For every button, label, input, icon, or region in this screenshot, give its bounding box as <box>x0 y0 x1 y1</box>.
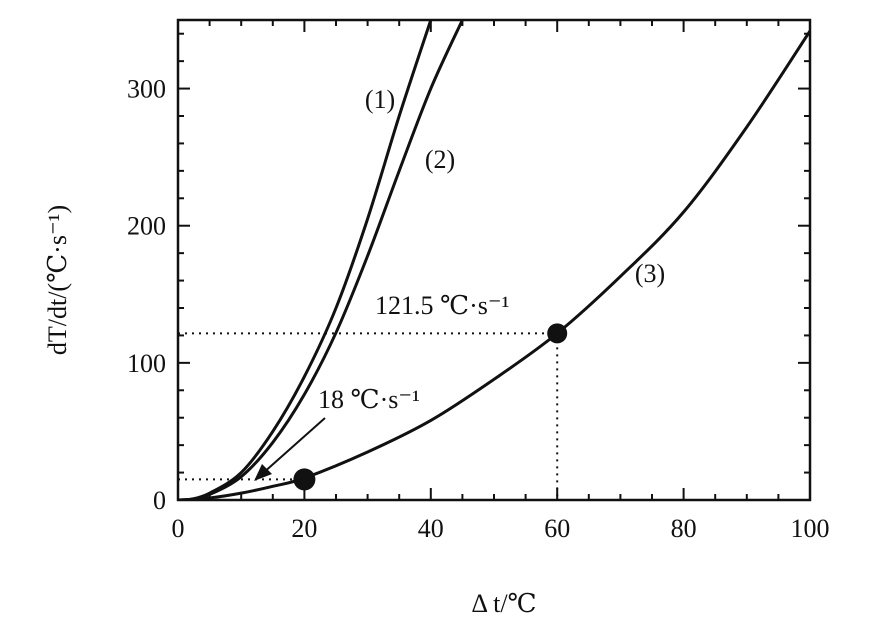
x-tick-label: 40 <box>418 514 444 543</box>
curves-group <box>178 19 810 500</box>
y-tick-label: 200 <box>127 212 166 241</box>
x-tick-label: 20 <box>291 514 317 543</box>
y-axis-label: dT/dt/(℃·s⁻¹) <box>43 205 72 355</box>
x-tick-label: 0 <box>172 514 185 543</box>
plot-frame <box>176 18 812 502</box>
annotation-arrow-head <box>254 464 272 481</box>
x-tick-label: 80 <box>671 514 697 543</box>
series-line-2 <box>178 19 464 500</box>
x-tick-label: 60 <box>544 514 570 543</box>
plot-frame-group <box>176 18 812 502</box>
series-label-3: (3) <box>635 259 665 288</box>
x-axis-label: Δ t/℃ <box>471 589 536 618</box>
series-label-1: (1) <box>365 85 395 114</box>
marked-points-group <box>293 323 568 491</box>
y-tick-label: 100 <box>127 349 166 378</box>
marked-point <box>547 323 568 344</box>
marked-point <box>293 468 316 491</box>
y-tick-label: 0 <box>153 486 166 515</box>
y-tick-label: 300 <box>127 75 166 104</box>
series-label-2: (2) <box>425 145 455 174</box>
ticks-group <box>177 20 811 501</box>
series-line-3 <box>178 30 810 500</box>
annotation-label: 121.5 ℃·s⁻¹ <box>375 291 509 320</box>
x-tick-label: 100 <box>791 514 830 543</box>
labels-group: 0 20 40 60 80 100 0 100 200 300 Δ t/℃ dT/dt/(℃·s⁻¹)… <box>43 75 830 618</box>
guide-lines-group <box>178 332 559 500</box>
annotation-arrow-line <box>261 417 326 475</box>
annotation-label: 18 ℃·s⁻¹ <box>318 385 420 414</box>
